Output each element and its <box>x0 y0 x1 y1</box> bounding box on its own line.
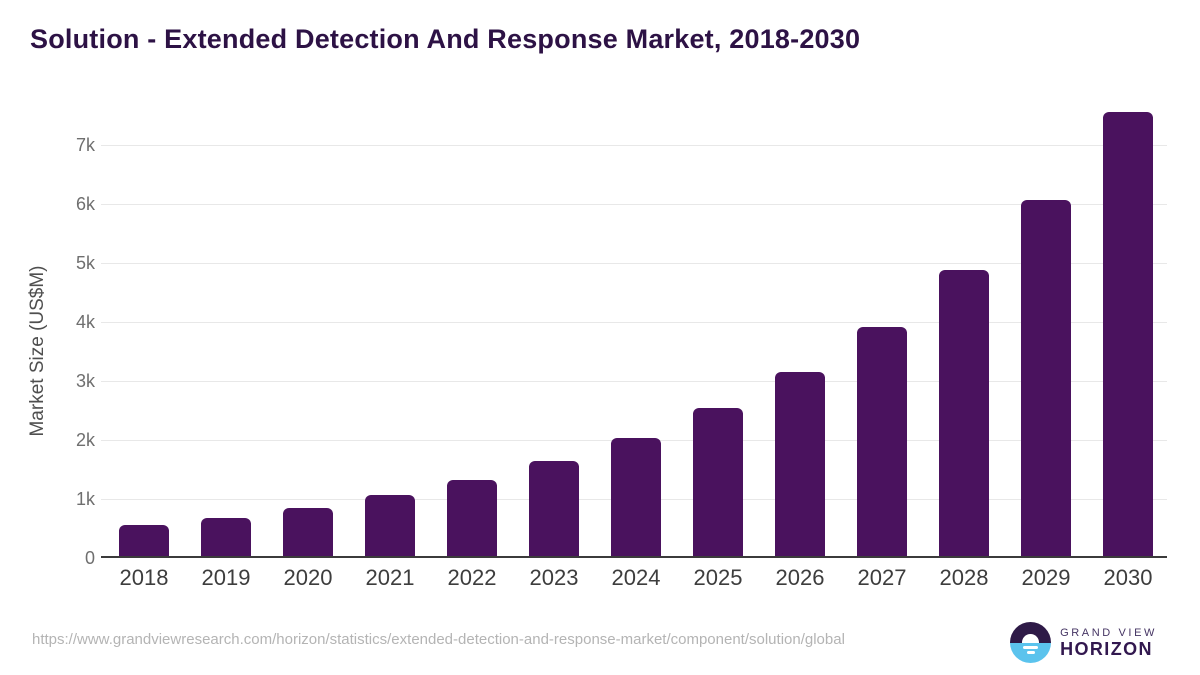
y-tick-label-0: 0 <box>84 548 95 568</box>
x-tick-label-2021: 2021 <box>365 565 415 590</box>
chart-title: Solution - Extended Detection And Respon… <box>30 24 861 54</box>
x-tick-label-2020: 2020 <box>283 565 333 590</box>
x-tick-label-2026: 2026 <box>775 565 825 590</box>
bar-slot-2021 <box>349 86 431 558</box>
gridline-4k <box>101 321 1167 323</box>
bar-slot-2024 <box>595 86 677 558</box>
logo-brand-top: GRAND VIEW <box>1060 626 1157 639</box>
plot-area <box>103 86 1169 558</box>
bar-2030[interactable] <box>1103 111 1153 558</box>
bar-2026[interactable] <box>775 371 825 558</box>
y-tick-label-7k: 7k <box>75 135 95 155</box>
bar-slot-2019 <box>185 86 267 558</box>
horizon-sun-icon <box>1010 622 1052 663</box>
bar-2018[interactable] <box>119 524 169 558</box>
x-tick-label-2029: 2029 <box>1021 565 1071 590</box>
logo-reflection-line-2 <box>1026 651 1035 654</box>
bar-2024[interactable] <box>611 438 661 558</box>
bar-slot-2022 <box>431 86 513 558</box>
x-tick-label-2028: 2028 <box>939 565 989 590</box>
bar-2028[interactable] <box>939 270 989 558</box>
bar-2025[interactable] <box>693 408 743 558</box>
bar-slot-2030 <box>1087 86 1169 558</box>
gridline-5k <box>101 262 1167 264</box>
bar-2019[interactable] <box>201 518 251 558</box>
x-tick-label-2019: 2019 <box>201 565 251 590</box>
x-tick-label-2022: 2022 <box>447 565 497 590</box>
x-tick-label-2025: 2025 <box>693 565 743 590</box>
bar-2021[interactable] <box>365 494 415 558</box>
bar-2029[interactable] <box>1021 199 1071 558</box>
bar-2027[interactable] <box>857 326 907 558</box>
x-tick-label-2024: 2024 <box>611 565 661 590</box>
gridline-7k <box>101 144 1167 146</box>
bar-slot-2025 <box>677 86 759 558</box>
y-tick-label-3k: 3k <box>75 371 95 391</box>
y-tick-label-4k: 4k <box>75 312 95 332</box>
x-tick-label-2018: 2018 <box>119 565 169 590</box>
bar-slot-2026 <box>759 86 841 558</box>
logo-sky-half <box>1010 622 1052 643</box>
gridline-3k <box>101 380 1167 382</box>
logo-sun-dome <box>1022 633 1040 643</box>
bar-2022[interactable] <box>447 480 497 558</box>
x-tick-label-2030: 2030 <box>1103 565 1153 590</box>
bar-slot-2027 <box>841 86 923 558</box>
y-tick-label-5k: 5k <box>75 253 95 273</box>
logo-brand-bottom: HORIZON <box>1060 638 1153 659</box>
bar-slot-2023 <box>513 86 595 558</box>
y-tick-label-6k: 6k <box>75 194 95 214</box>
bar-slot-2020 <box>267 86 349 558</box>
gridline-6k <box>101 203 1167 205</box>
y-axis-title: Market Size (US$M) <box>27 265 48 437</box>
bar-slot-2029 <box>1005 86 1087 558</box>
x-tick-label-2023: 2023 <box>529 565 579 590</box>
x-tick-row: 2018 2019 2020 2021 2022 2023 2024 2025 2026 2027… <box>103 565 1169 591</box>
bar-slot-2018 <box>103 86 185 558</box>
y-tick-label-2k: 2k <box>75 430 95 450</box>
bar-2023[interactable] <box>529 460 579 558</box>
grand-view-horizon-logo: GRAND VIEW HORIZON <box>1010 622 1157 663</box>
bar-slot-2028 <box>923 86 1005 558</box>
logo-text: GRAND VIEW HORIZON <box>1060 627 1157 659</box>
x-axis-line <box>101 556 1167 558</box>
bar-2020[interactable] <box>283 508 333 558</box>
logo-reflection-line-1 <box>1023 645 1039 649</box>
source-url: https://www.grandviewresearch.com/horizo… <box>32 631 845 648</box>
y-tick-label-1k: 1k <box>75 489 95 509</box>
x-tick-label-2027: 2027 <box>857 565 907 590</box>
